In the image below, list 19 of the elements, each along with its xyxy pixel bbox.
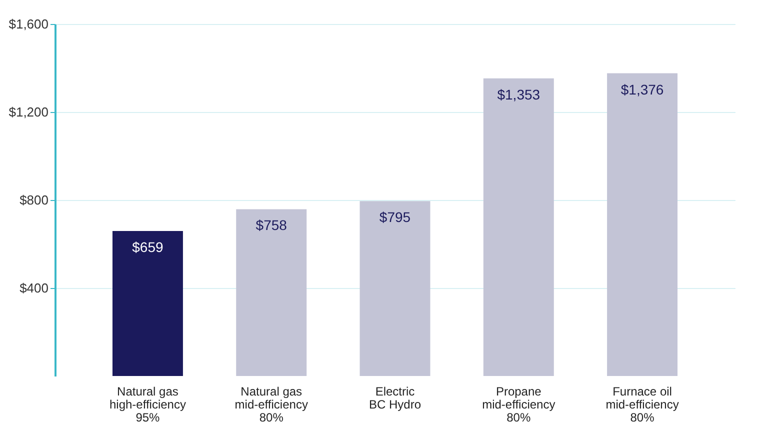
data-label: $795 [379,209,411,226]
data-label: $659 [132,239,164,256]
x-tick-label: Natural gas mid-efficiency 80% [234,384,308,424]
x-tick-label: Electric BC Hydro [368,384,422,412]
bar [236,209,307,376]
y-tick-label: $1,200 [8,104,48,120]
y-tick-label: $800 [20,192,48,208]
x-tick-label: Propane mid-efficiency 80% [482,384,556,424]
x-tick-label: Natural gas high-efficiency 95% [109,384,186,424]
bar [112,231,183,376]
y-tick-label: $400 [20,280,48,296]
y-tick-label: $1,600 [8,16,48,32]
bar [360,201,430,376]
x-tick-label: Furnace oil mid-efficiency 80% [606,384,679,424]
data-label: $758 [256,217,288,234]
data-label: $1,376 [620,81,664,98]
bar [483,78,554,376]
bar [607,73,678,376]
data-label: $1,353 [497,86,540,102]
